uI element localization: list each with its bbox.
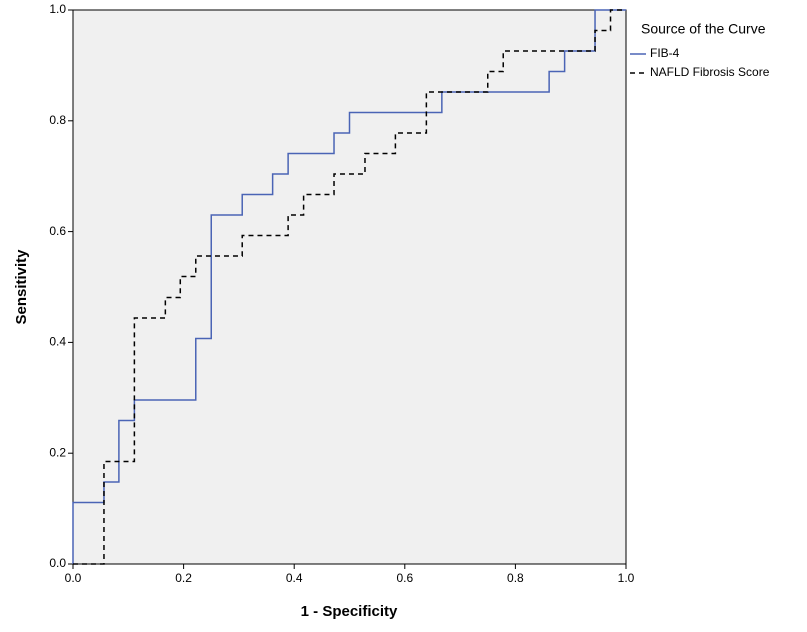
y-tick-label: 0.6 <box>49 224 66 238</box>
legend-title: Source of the Curve <box>641 21 766 37</box>
x-tick-label: 1.0 <box>618 571 635 585</box>
plot-area <box>72 9 627 565</box>
x-tick-label: 0.4 <box>286 571 303 585</box>
y-tick-label: 0.4 <box>49 335 66 349</box>
legend-label: FIB-4 <box>650 46 680 60</box>
y-axis-label: Sensitivity <box>13 249 30 325</box>
x-tick-label: 0.8 <box>507 571 524 585</box>
x-axis-label: 1 - Specificity <box>301 603 398 620</box>
y-tick-label: 1.0 <box>49 2 66 16</box>
y-tick-label: 0.0 <box>49 556 66 570</box>
roc-curve <box>73 9 626 565</box>
roc-curve <box>72 9 626 564</box>
y-tick-label: 0.2 <box>49 445 66 459</box>
x-tick-label: 0.0 <box>65 571 82 585</box>
y-tick-label: 0.8 <box>49 113 66 127</box>
x-tick-label: 0.2 <box>175 571 192 585</box>
legend-label: NAFLD Fibrosis Score <box>650 65 770 79</box>
x-tick-label: 0.6 <box>396 571 413 585</box>
